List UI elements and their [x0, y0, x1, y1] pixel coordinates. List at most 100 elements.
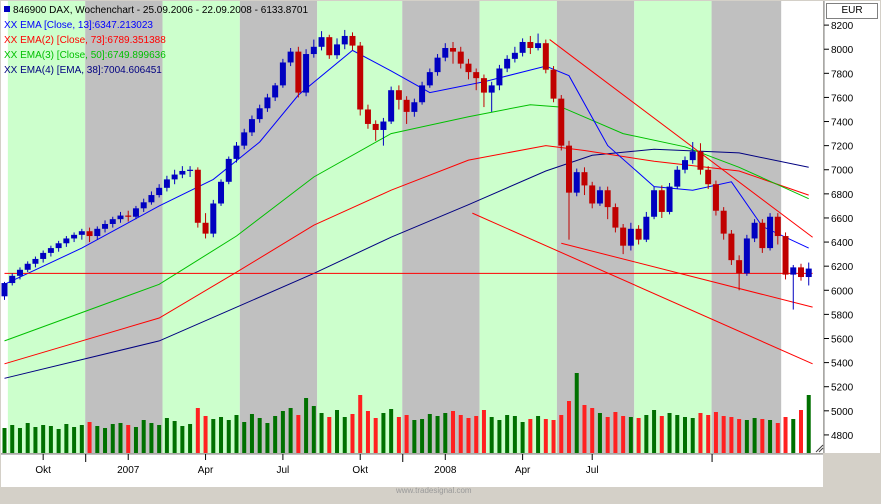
time-band [479, 1, 557, 453]
volume-bar [590, 408, 595, 453]
volume-bar [512, 416, 517, 453]
candle-body [78, 231, 85, 235]
y-tick-label: 8000 [831, 45, 854, 56]
volume-bar [10, 425, 15, 453]
volume-bar [605, 417, 610, 453]
ema50-line [4, 104, 809, 342]
candle-body [527, 41, 534, 49]
x-tick-label: Okt [352, 465, 368, 476]
volume-bar [149, 423, 154, 453]
candle-body [194, 169, 201, 223]
volume-bar [721, 416, 726, 453]
y-tick-label: 5400 [831, 359, 854, 370]
candle-body [125, 215, 132, 217]
volume-bar [636, 418, 641, 453]
candle-body [790, 267, 797, 275]
candle-body [519, 41, 526, 53]
price-candles [1, 29, 812, 310]
time-band [7, 1, 86, 453]
candle-body [720, 210, 727, 234]
y-tick-label: 5000 [831, 407, 854, 418]
candle-body [32, 258, 39, 264]
volume-bar [373, 418, 378, 453]
candle-body [287, 51, 294, 63]
x-axis-panel [1, 454, 823, 487]
candle-body [473, 72, 480, 79]
candle-body [47, 248, 54, 253]
volume-bar [257, 418, 262, 453]
volume-bar [775, 423, 780, 453]
candle-body [805, 268, 812, 278]
candle-body [132, 208, 139, 217]
volume-bar [667, 413, 672, 453]
y-tick-label: 4800 [831, 431, 854, 442]
volume-bar [319, 413, 324, 453]
candle-body [674, 169, 681, 187]
currency-label[interactable]: EUR [826, 3, 878, 19]
legend-ema13[interactable]: XX EMA [Close, 13]:6347.213023 [4, 20, 153, 31]
y-tick-label: 6600 [831, 214, 854, 225]
volume-bar [103, 428, 108, 453]
volume-bar [242, 422, 247, 453]
legend-ema38[interactable]: XX EMA(4) [EMA, 38]:7004.606451 [4, 65, 162, 76]
candle-body [596, 190, 603, 204]
volume-bar [752, 418, 757, 453]
candle-body [542, 43, 549, 70]
candle-body [728, 233, 735, 261]
volume-bar [335, 410, 340, 453]
candle-body [256, 108, 263, 120]
y-axis-panel [824, 1, 880, 453]
candle-body [705, 169, 712, 185]
volume-bar [621, 416, 626, 453]
candle-body [372, 123, 379, 130]
ema13-line [4, 49, 809, 285]
resize-grip-icon[interactable] [815, 444, 824, 453]
volume-bar [466, 418, 471, 453]
candle-body [465, 63, 472, 73]
volume-bar [474, 416, 479, 453]
volume-bar [396, 417, 401, 453]
candle-body [635, 228, 642, 240]
candle-body [16, 269, 23, 276]
candle-body [140, 202, 147, 209]
candle-body [202, 222, 209, 234]
volume-bar [203, 416, 208, 453]
time-band [85, 1, 163, 453]
candle-body [558, 98, 565, 146]
candle-body [658, 190, 665, 212]
y-tick-label: 7400 [831, 118, 854, 129]
candle-body [71, 234, 78, 239]
candle-body [241, 132, 248, 146]
volume-bar [265, 423, 270, 453]
volume-bar [489, 417, 494, 453]
candle-body [797, 267, 804, 278]
volume-bar [33, 427, 38, 453]
candle-body [388, 90, 395, 122]
indicator-lines [4, 39, 813, 379]
volume-bar [48, 426, 53, 453]
volume-bar [427, 414, 432, 453]
volume-bar [420, 419, 425, 453]
x-tick-label: Jul [586, 465, 599, 476]
legend-ema50[interactable]: XX EMA(3) [Close, 50]:6749.899636 [4, 50, 166, 61]
volume-bar [226, 420, 231, 453]
volume-bar [644, 415, 649, 453]
candle-body [341, 35, 348, 45]
candle-body [349, 35, 356, 46]
volume-bar [188, 424, 193, 453]
ema38-line [4, 148, 809, 379]
volume-bar [737, 419, 742, 453]
candle-body [682, 160, 689, 170]
candle-body [94, 228, 101, 237]
candle-body [102, 223, 109, 229]
volume-bar [690, 418, 695, 453]
legend-ema73[interactable]: XX EMA(2) [Close, 73]:6789.351388 [4, 35, 166, 46]
x-tick-label: Apr [515, 465, 531, 476]
trend-line [549, 39, 813, 238]
volume-bar [126, 425, 131, 453]
volume-bar [582, 405, 587, 453]
volume-bar [559, 415, 564, 453]
time-band [162, 1, 240, 453]
volume-bar [358, 395, 363, 453]
